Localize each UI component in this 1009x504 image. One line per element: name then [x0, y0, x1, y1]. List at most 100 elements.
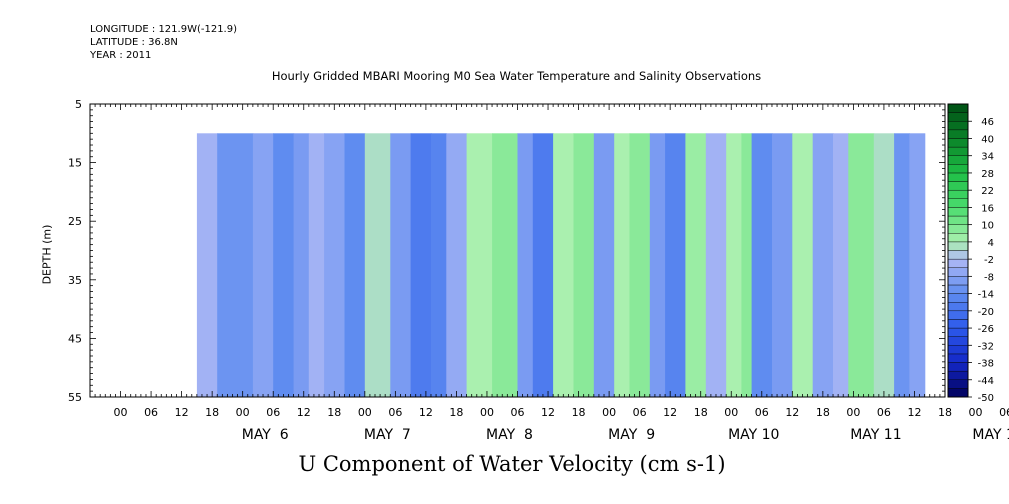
- colorbar-label: -20: [978, 307, 994, 318]
- colorbar-label: 40: [981, 134, 994, 145]
- x-day-label: MAY 7: [364, 427, 411, 443]
- heatmap-band: [792, 133, 814, 398]
- heatmap-band: [629, 133, 651, 398]
- colorbar-swatch: [947, 284, 969, 294]
- x-tick-label: 06: [633, 406, 647, 419]
- longitude-label: LONGITUDE : 121.9W(-121.9): [90, 24, 237, 35]
- colorbar-swatch: [947, 224, 969, 234]
- heatmap-band: [273, 133, 295, 398]
- heatmap-band: [705, 133, 727, 398]
- heatmap-band: [324, 133, 346, 398]
- heatmap-band: [553, 133, 575, 398]
- x-tick-label: 06: [388, 406, 402, 419]
- latitude-label: LATITUDE : 36.8N: [90, 37, 178, 48]
- colorbar-label: -8: [984, 272, 994, 283]
- heatmap-band: [848, 133, 875, 398]
- heatmap-band: [573, 133, 595, 398]
- heatmap-band: [466, 133, 493, 398]
- x-tick-label: 12: [785, 406, 799, 419]
- x-tick-label: 18: [572, 406, 586, 419]
- y-tick-label: 5: [75, 98, 82, 111]
- x-tick-label: 12: [297, 406, 311, 419]
- colorbar-swatch: [947, 103, 969, 113]
- colorbar-swatch: [947, 336, 969, 346]
- x-tick-label: 00: [358, 406, 372, 419]
- colorbar-label: -32: [978, 341, 994, 352]
- heatmap-band: [751, 133, 773, 398]
- colorbar-swatch: [947, 164, 969, 174]
- heatmap-band: [772, 133, 793, 398]
- heatmap-band: [649, 133, 666, 398]
- heatmap-band: [909, 133, 926, 398]
- colorbar-swatch: [947, 146, 969, 156]
- axes: 00 06 12 18 00 06 12 18 00 06 12 18 00 06 12 18 00 06 12 18…: [68, 98, 1009, 443]
- x-tick-label: 00: [236, 406, 250, 419]
- heatmap-band: [532, 133, 554, 398]
- x-tick-label: 12: [663, 406, 677, 419]
- heatmap-band: [293, 133, 310, 398]
- heatmap-band: [665, 133, 687, 398]
- heatmap-band: [894, 133, 910, 398]
- heatmap-band: [364, 133, 391, 398]
- colorbar-label: -50: [978, 393, 994, 404]
- colorbar-label: -26: [978, 324, 994, 335]
- colorbar-swatch: [947, 327, 969, 337]
- heatmap-band: [308, 133, 325, 398]
- x-day-label: MAY 9: [608, 427, 655, 443]
- x-tick-label: 18: [938, 406, 952, 419]
- colorbar-swatch: [947, 207, 969, 217]
- heatmap-band: [196, 133, 218, 398]
- colorbar-swatch: [947, 276, 969, 286]
- x-day-label: MAY 8: [486, 427, 533, 443]
- colorbar-label: 4: [988, 238, 994, 249]
- colorbar-swatch: [947, 138, 969, 148]
- colorbar-swatch: [947, 172, 969, 182]
- y-tick-label: 45: [68, 332, 82, 345]
- colorbar-label: -38: [978, 359, 994, 370]
- colorbar-label: 16: [981, 203, 994, 214]
- colorbar-frame: [947, 103, 969, 398]
- x-tick-label: 06: [755, 406, 769, 419]
- colorbar-label: -44: [978, 376, 994, 387]
- colorbar-swatch: [947, 302, 969, 312]
- x-tick-label: 12: [907, 406, 921, 419]
- colorbar-label: 28: [981, 169, 994, 180]
- y-tick-label: 55: [68, 391, 82, 404]
- x-tick-label: 18: [694, 406, 708, 419]
- heatmap-band: [593, 133, 615, 398]
- colorbar-swatch: [947, 362, 969, 372]
- year-label: YEAR : 2011: [90, 50, 152, 61]
- y-tick-label: 25: [68, 215, 82, 228]
- x-tick-label: 06: [266, 406, 280, 419]
- y-axis-label: DEPTH (m): [40, 224, 54, 285]
- colorbar-swatch: [947, 388, 969, 398]
- colorbar-swatch: [947, 189, 969, 199]
- heatmap-band: [812, 133, 834, 398]
- colorbar-swatch: [947, 353, 969, 363]
- colorbar-swatch: [947, 319, 969, 329]
- colorbar-label: -14: [978, 290, 994, 301]
- colorbar-swatch: [947, 129, 969, 139]
- heatmap-band: [833, 133, 849, 398]
- x-tick-label: 06: [144, 406, 158, 419]
- colorbar-swatch: [947, 215, 969, 225]
- x-tick-label: 00: [969, 406, 983, 419]
- y-tick-label: 35: [68, 274, 82, 287]
- x-tick-label: 12: [175, 406, 189, 419]
- x-tick-label: 00: [846, 406, 860, 419]
- heatmap-band: [492, 133, 519, 398]
- heatmap-band: [685, 133, 707, 398]
- heatmap-band: [252, 133, 274, 398]
- x-day-label: MAY 12: [972, 427, 1009, 443]
- colorbar-label: -2: [984, 255, 994, 266]
- colorbar-swatch: [947, 181, 969, 191]
- heatmap-band: [873, 133, 895, 398]
- x-tick-label: 18: [816, 406, 830, 419]
- colorbar-swatch: [947, 112, 969, 122]
- colorbar-swatch: [947, 345, 969, 355]
- chart-title: Hourly Gridded MBARI Mooring M0 Sea Wate…: [271, 69, 762, 83]
- colorbar-label: 10: [981, 221, 994, 232]
- heatmap-band: [614, 133, 631, 398]
- colorbar-swatch: [947, 233, 969, 243]
- heatmap-band: [390, 133, 412, 398]
